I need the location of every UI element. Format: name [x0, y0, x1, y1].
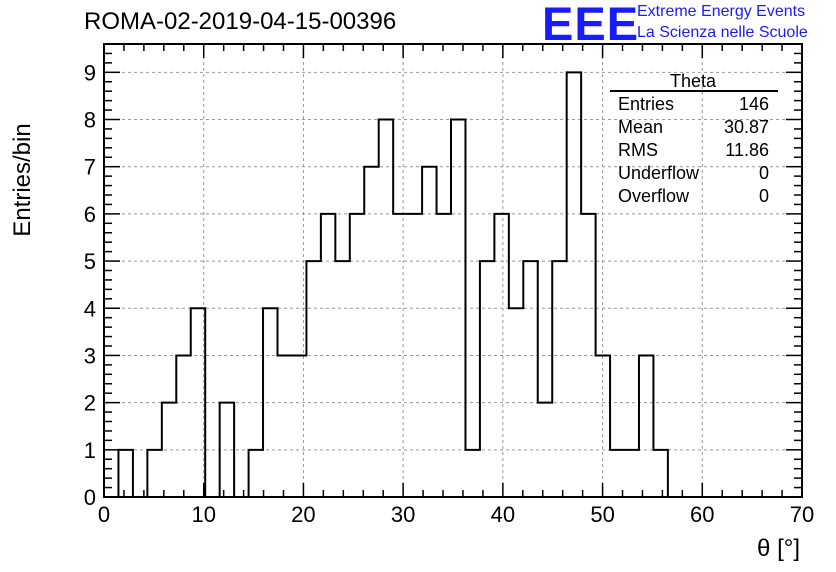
y-tick-label: 6: [84, 202, 96, 227]
histogram-bin: [335, 261, 349, 497]
histogram-bin: [147, 450, 161, 497]
stats-row-label: Entries: [618, 94, 674, 114]
histogram-bin: [653, 450, 667, 497]
stats-row-value: 11.86: [725, 140, 769, 160]
histogram-bin: [364, 167, 378, 497]
histogram-bin: [306, 261, 320, 497]
y-tick-label: 9: [84, 60, 96, 85]
stats-box: Theta Entries 146 Mean 30.87 RMS 11.86 Underfl…: [610, 71, 778, 206]
histogram-bin: [610, 450, 624, 497]
x-tick-label: 0: [98, 502, 110, 527]
y-tick-label: 4: [84, 296, 96, 321]
histogram-bin: [509, 308, 523, 497]
plot-frame: [103, 43, 803, 498]
histogram-bin: [176, 355, 190, 497]
stats-row-label: Overflow: [618, 186, 690, 206]
histogram-bin: [118, 450, 132, 497]
stats-row-value: 0: [759, 186, 769, 206]
y-tick-label: 1: [84, 438, 96, 463]
histogram-bin: [422, 167, 436, 497]
grid-lines: [103, 44, 803, 498]
histogram-bin: [523, 261, 537, 497]
x-tick-label: 40: [491, 502, 515, 527]
y-tick-label: 7: [84, 155, 96, 180]
stats-row-value: 30.87: [724, 117, 769, 137]
eee-logo: EEE: [542, 0, 640, 50]
histogram-bin: [191, 308, 205, 497]
y-tick-label: 2: [84, 391, 96, 416]
histogram-bin: [581, 214, 595, 497]
histogram-outline: [117, 71, 669, 498]
histogram-bin: [480, 261, 494, 497]
x-tick-label: 10: [191, 502, 215, 527]
logo-caption-2: La Scienza nelle Scuole: [637, 24, 808, 41]
x-tick-label: 30: [391, 502, 415, 527]
y-axis-title: Entries/bin: [9, 123, 36, 236]
x-tick-label: 20: [291, 502, 315, 527]
stats-row-label: Underflow: [618, 163, 700, 183]
y-tick-label: 5: [84, 249, 96, 274]
histogram-bin: [278, 355, 292, 497]
histogram-bin: [639, 355, 653, 497]
x-axis-title: θ [°]: [757, 535, 800, 562]
x-axis-ticks: 0 10 20 30 40 50 60 70: [98, 44, 814, 527]
stats-row-value: 146: [739, 94, 769, 114]
histogram-bin: [249, 450, 263, 497]
stats-row-label: Mean: [618, 117, 663, 137]
y-tick-label: 8: [84, 108, 96, 133]
stats-row-value: 0: [759, 163, 769, 183]
x-tick-label: 60: [690, 502, 714, 527]
y-tick-label: 3: [84, 343, 96, 368]
logo-caption-1: Extreme Energy Events: [637, 3, 806, 20]
y-axis-ticks: 0 1 2 3 4 5 6 7 8 9: [84, 43, 802, 510]
chart-title: ROMA-02-2019-04-15-00396: [84, 8, 397, 35]
histogram-bin: [408, 214, 422, 497]
stats-row-label: RMS: [618, 140, 658, 160]
histogram-bars: [117, 71, 669, 498]
histogram-bin: [263, 308, 277, 497]
x-tick-label: 50: [590, 502, 614, 527]
histogram-bin: [567, 72, 581, 497]
histogram-bin: [625, 450, 639, 497]
x-tick-label: 70: [790, 502, 814, 527]
y-tick-label: 0: [84, 485, 96, 510]
histogram-bin: [552, 261, 566, 497]
stats-box-title: Theta: [670, 71, 717, 91]
histogram-bin: [292, 355, 306, 497]
histogram-bin: [465, 450, 479, 497]
